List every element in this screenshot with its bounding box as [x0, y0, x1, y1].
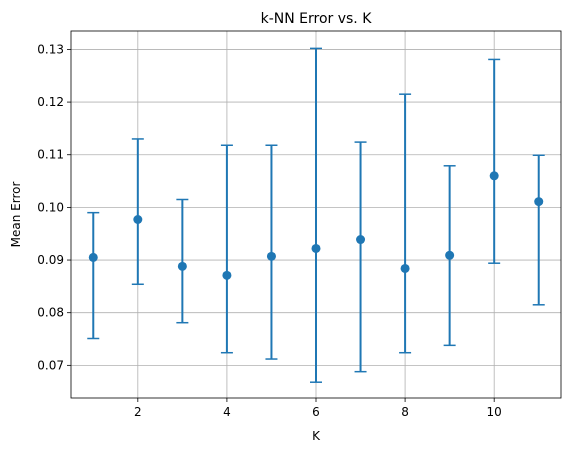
x-tick-label: 4 — [223, 405, 231, 419]
error-bar — [131, 138, 144, 286]
data-point — [266, 251, 276, 261]
y-axis-label: Mean Error — [9, 182, 23, 248]
data-point — [445, 250, 455, 260]
data-point — [400, 263, 410, 273]
data-point — [356, 235, 366, 245]
error-bar — [220, 144, 233, 354]
error-bar — [354, 141, 367, 373]
y-tick-label: 0.13 — [37, 42, 64, 56]
error-bars — [87, 47, 545, 383]
data-point — [88, 252, 98, 262]
x-axis-label: K — [312, 429, 321, 443]
chart-title: k-NN Error vs. K — [261, 11, 373, 27]
x-tick-label: 8 — [401, 405, 409, 419]
data-point — [489, 171, 499, 181]
x-tick-label: 2 — [134, 405, 142, 419]
data-point — [534, 197, 544, 207]
error-bar — [310, 47, 322, 383]
axis-ticks: 2 4 6 8 10 0.07 0.08 0.09 0.10 0.11 0.12 0.13 — [37, 42, 502, 419]
error-bar — [399, 93, 412, 354]
y-tick-label: 0.12 — [37, 95, 64, 109]
data-points — [88, 171, 544, 280]
y-tick-label: 0.09 — [37, 253, 64, 267]
data-point — [133, 215, 143, 225]
error-bar — [488, 58, 501, 264]
data-point — [311, 243, 321, 253]
data-point — [222, 270, 232, 280]
error-bar — [87, 211, 100, 340]
x-tick-label: 10 — [487, 405, 502, 419]
error-bar — [532, 154, 545, 306]
data-point — [177, 261, 187, 271]
y-tick-label: 0.08 — [37, 306, 64, 320]
y-tick-label: 0.11 — [37, 148, 64, 162]
y-tick-label: 0.07 — [37, 358, 64, 372]
y-tick-label: 0.10 — [37, 200, 64, 214]
x-tick-label: 6 — [312, 405, 320, 419]
error-bar — [176, 198, 189, 324]
